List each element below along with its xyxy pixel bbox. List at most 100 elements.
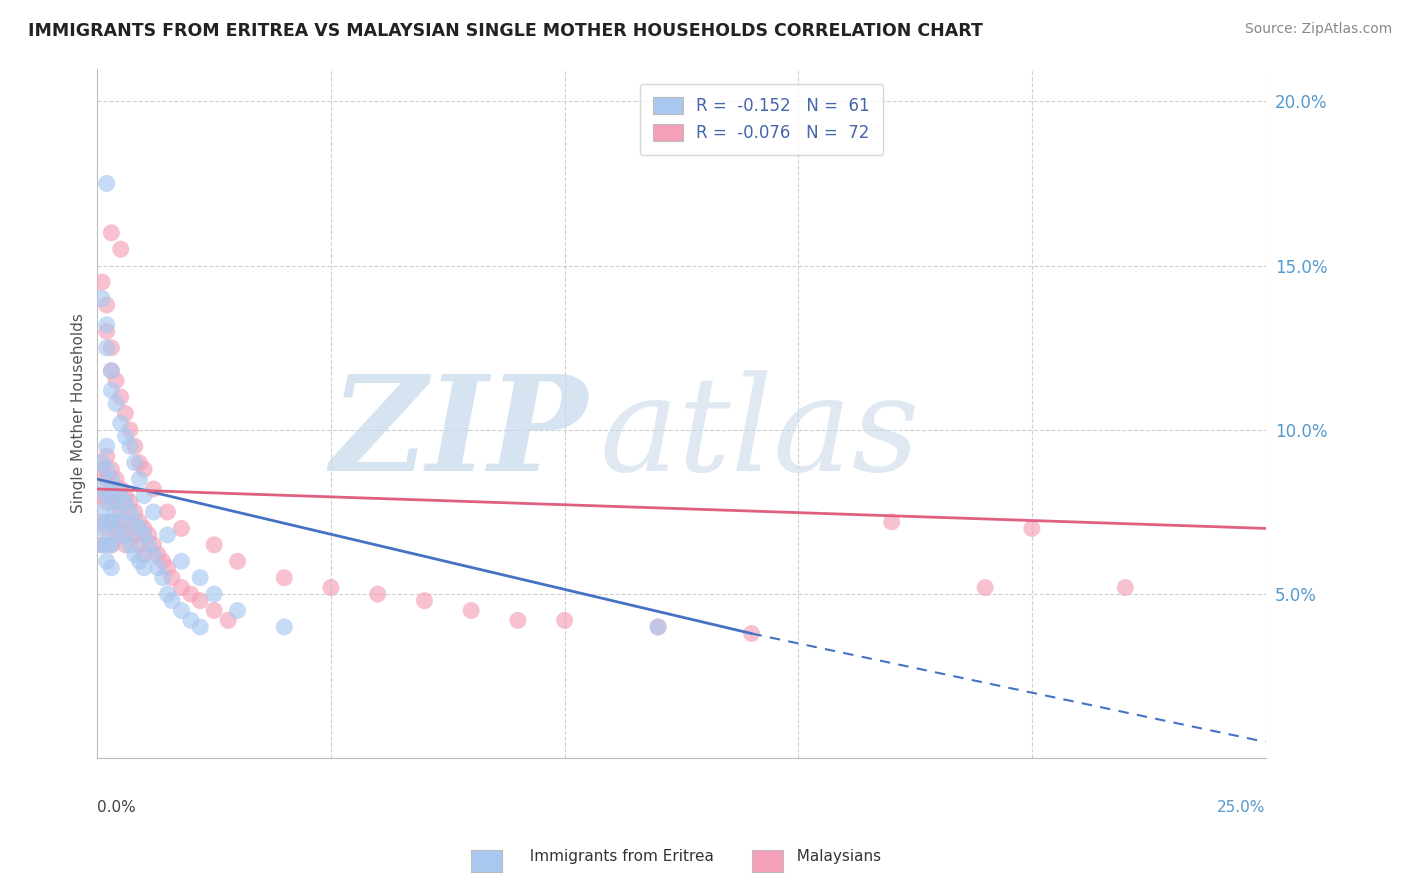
Point — [91, 489, 114, 503]
Legend: R =  -0.152   N =  61, R =  -0.076   N =  72: R = -0.152 N = 61, R = -0.076 N = 72 — [640, 84, 883, 155]
Point — [1021, 521, 1043, 535]
Point — [142, 505, 165, 519]
Point — [96, 462, 118, 476]
Point — [128, 521, 150, 535]
Point — [110, 242, 132, 256]
Point — [170, 603, 193, 617]
Point — [120, 538, 142, 552]
Point — [96, 298, 118, 312]
Point — [124, 528, 146, 542]
Text: IMMIGRANTS FROM ERITREA VS MALAYSIAN SINGLE MOTHER HOUSEHOLDS CORRELATION CHART: IMMIGRANTS FROM ERITREA VS MALAYSIAN SIN… — [28, 22, 983, 40]
Point — [96, 515, 118, 529]
Point — [156, 561, 179, 575]
Point — [506, 613, 529, 627]
Point — [105, 374, 128, 388]
Point — [170, 554, 193, 568]
Point — [100, 515, 122, 529]
Point — [180, 587, 202, 601]
Point — [100, 462, 122, 476]
Point — [100, 515, 122, 529]
Point — [105, 528, 128, 542]
Point — [100, 495, 122, 509]
Point — [120, 505, 142, 519]
Point — [273, 620, 295, 634]
Point — [142, 548, 165, 562]
Point — [319, 581, 342, 595]
Point — [142, 482, 165, 496]
Point — [128, 456, 150, 470]
Point — [120, 495, 142, 509]
Point — [120, 439, 142, 453]
Point — [132, 521, 155, 535]
Point — [110, 528, 132, 542]
Point — [202, 603, 225, 617]
Point — [128, 515, 150, 529]
Point — [152, 554, 174, 568]
Point — [170, 581, 193, 595]
Point — [226, 554, 249, 568]
Point — [110, 417, 132, 431]
Point — [114, 429, 136, 443]
Point — [146, 548, 169, 562]
Text: atlas: atlas — [599, 369, 920, 499]
Point — [100, 341, 122, 355]
Point — [1114, 581, 1136, 595]
Point — [91, 521, 114, 535]
Point — [554, 613, 576, 627]
Text: 0.0%: 0.0% — [97, 800, 136, 814]
Point — [132, 528, 155, 542]
Point — [96, 554, 118, 568]
Point — [128, 538, 150, 552]
Point — [114, 515, 136, 529]
Point — [110, 482, 132, 496]
Point — [138, 528, 160, 542]
Point — [91, 292, 114, 306]
Point — [202, 587, 225, 601]
Point — [132, 462, 155, 476]
Point — [96, 472, 118, 486]
Point — [146, 561, 169, 575]
Point — [91, 482, 114, 496]
Text: 25.0%: 25.0% — [1218, 800, 1265, 814]
Point — [114, 495, 136, 509]
Point — [273, 571, 295, 585]
Point — [180, 613, 202, 627]
Point — [114, 406, 136, 420]
Point — [367, 587, 389, 601]
Point — [114, 489, 136, 503]
Point — [105, 495, 128, 509]
Point — [114, 528, 136, 542]
Text: Malaysians: Malaysians — [787, 849, 882, 863]
Point — [188, 620, 211, 634]
Point — [91, 275, 114, 289]
Text: ZIP: ZIP — [330, 369, 588, 499]
Point — [110, 515, 132, 529]
Point — [124, 439, 146, 453]
Point — [128, 472, 150, 486]
Point — [647, 620, 669, 634]
Point — [226, 603, 249, 617]
Point — [124, 515, 146, 529]
Point — [105, 482, 128, 496]
Point — [96, 177, 118, 191]
Point — [96, 489, 118, 503]
Point — [96, 449, 118, 463]
Point — [170, 521, 193, 535]
Point — [96, 341, 118, 355]
Point — [100, 384, 122, 398]
Point — [100, 561, 122, 575]
Point — [96, 318, 118, 332]
Point — [91, 515, 114, 529]
Y-axis label: Single Mother Households: Single Mother Households — [72, 313, 86, 514]
Point — [156, 505, 179, 519]
Point — [160, 593, 183, 607]
Point — [105, 505, 128, 519]
Point — [96, 495, 118, 509]
Point — [100, 538, 122, 552]
Point — [100, 489, 122, 503]
Point — [460, 603, 482, 617]
Point — [156, 587, 179, 601]
Point — [100, 538, 122, 552]
Point — [105, 396, 128, 410]
Point — [114, 538, 136, 552]
